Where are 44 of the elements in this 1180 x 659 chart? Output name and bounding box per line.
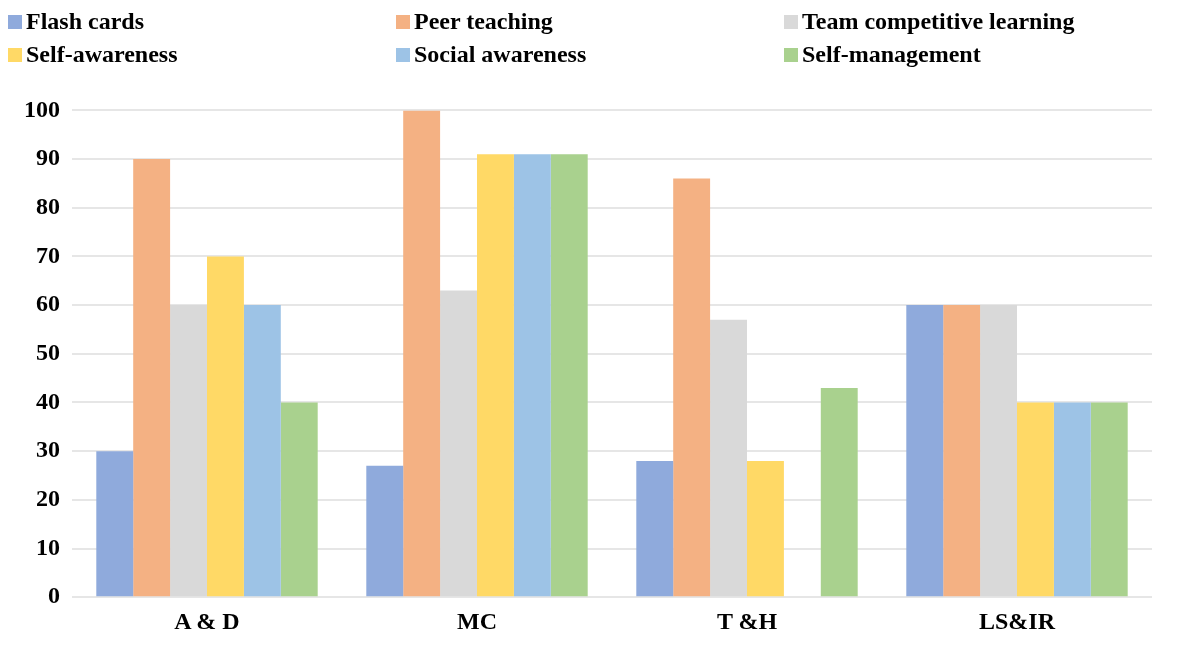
bar	[477, 154, 514, 597]
bar	[943, 305, 981, 597]
bar	[1053, 402, 1091, 597]
x-tick-label: LS&IR	[978, 607, 1056, 634]
bar	[747, 460, 784, 597]
legend-label: Self-awareness	[26, 41, 178, 68]
bar	[673, 178, 711, 597]
bar	[980, 305, 1017, 597]
bar	[366, 465, 404, 597]
y-tick-label: 20	[36, 485, 60, 512]
bar	[820, 387, 858, 597]
bar	[243, 305, 281, 597]
y-tick-label: 70	[36, 241, 60, 268]
bar	[550, 154, 588, 597]
legend-label: Team competitive learning	[802, 8, 1075, 35]
legend-label: Peer teaching	[414, 8, 553, 35]
y-tick-label: 50	[36, 339, 60, 365]
bar	[636, 460, 674, 597]
x-tick-label: MC	[457, 607, 497, 634]
legend-label: Flash cards	[26, 8, 145, 35]
y-tick-label: 60	[36, 290, 60, 317]
y-tick-label: 80	[36, 192, 60, 219]
bar	[96, 451, 134, 597]
y-tick-label: 40	[36, 387, 60, 414]
bar	[1090, 402, 1128, 597]
bar	[403, 110, 441, 597]
legend-label: Social awareness	[414, 41, 587, 68]
legend-label: Self-management	[802, 41, 981, 68]
x-tick-label: A & D	[174, 607, 240, 634]
y-tick-label: 90	[36, 144, 60, 171]
y-tick-label: 100	[24, 95, 60, 122]
bar	[906, 305, 944, 597]
x-tick-label: T &H	[716, 607, 778, 634]
bar	[710, 319, 747, 597]
bar	[207, 256, 244, 597]
y-tick-label: 30	[36, 436, 60, 463]
bar	[440, 290, 477, 597]
y-tick-label: 10	[36, 533, 60, 560]
y-tick-label: 0	[48, 582, 60, 609]
bar	[513, 154, 551, 597]
bar	[1017, 402, 1054, 597]
bar	[280, 402, 318, 597]
bar	[133, 159, 171, 597]
bar	[170, 305, 207, 597]
